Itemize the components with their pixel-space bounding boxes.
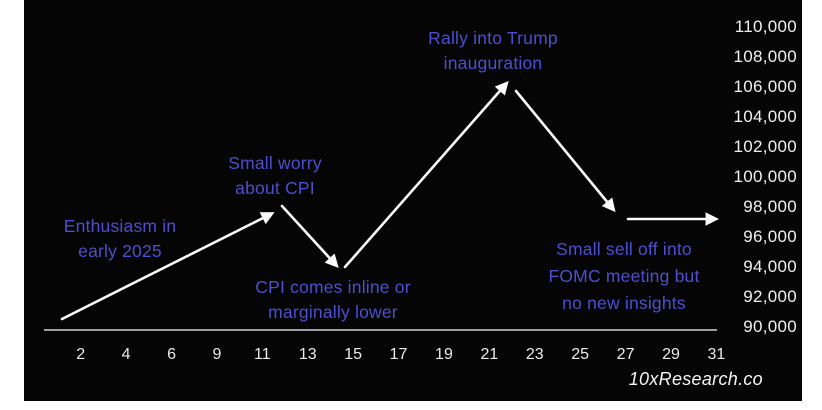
x-tick-label: 4 bbox=[121, 346, 131, 363]
annotation-line: FOMC meeting but bbox=[548, 266, 700, 286]
x-tick-label: 21 bbox=[480, 346, 499, 363]
annotation-small-worry-cpi: Small worry about CPI bbox=[228, 151, 322, 201]
annotation-cpi-inline: CPI comes inline or marginally lower bbox=[255, 275, 411, 325]
annotation-line: Small worry bbox=[228, 153, 322, 173]
chart-canvas bbox=[24, 0, 802, 401]
x-tick-label: 15 bbox=[344, 346, 363, 363]
y-axis: 110,000 108,000 106,000 104,000 102,000 … bbox=[733, 12, 797, 342]
y-tick-label: 100,000 bbox=[733, 167, 797, 186]
annotation-enthusiasm: Enthusiasm in early 2025 bbox=[64, 214, 177, 264]
x-tick-label: 17 bbox=[389, 346, 408, 363]
x-tick-label: 25 bbox=[571, 346, 590, 363]
annotation-line: no new insights bbox=[562, 293, 686, 313]
y-tick-label: 104,000 bbox=[733, 107, 797, 126]
x-axis: 2 4 6 9 11 13 15 17 19 21 23 25 27 29 31 bbox=[58, 346, 739, 364]
annotation-line: about CPI bbox=[235, 178, 315, 198]
x-tick-label: 13 bbox=[298, 346, 317, 363]
y-tick-label: 90,000 bbox=[743, 317, 797, 336]
y-tick-label: 92,000 bbox=[743, 287, 797, 306]
annotation-line: early 2025 bbox=[78, 241, 162, 261]
x-tick-label: 31 bbox=[707, 346, 726, 363]
annotation-line: marginally lower bbox=[268, 302, 398, 322]
y-tick-label: 98,000 bbox=[743, 197, 797, 216]
annotation-line: Rally into Trump bbox=[428, 28, 558, 48]
x-tick-label: 23 bbox=[525, 346, 544, 363]
x-tick-label: 27 bbox=[616, 346, 635, 363]
x-tick-label: 11 bbox=[254, 346, 271, 363]
annotation-fomc-selloff: Small sell off into FOMC meeting but no … bbox=[548, 236, 699, 317]
annotation-rally-inauguration: Rally into Trump inauguration bbox=[428, 26, 558, 76]
x-tick-label: 6 bbox=[167, 346, 176, 363]
x-tick-label: 2 bbox=[76, 346, 86, 363]
y-tick-label: 110,000 bbox=[734, 17, 797, 36]
x-tick-label: 29 bbox=[662, 346, 680, 363]
annotation-line: inauguration bbox=[443, 53, 543, 73]
annotation-line: Small sell off into bbox=[556, 239, 692, 259]
y-tick-label: 102,000 bbox=[733, 137, 797, 156]
y-tick-label: 96,000 bbox=[743, 227, 797, 246]
x-tick-label: 9 bbox=[212, 346, 222, 363]
y-tick-label: 108,000 bbox=[733, 47, 797, 66]
y-tick-label: 106,000 bbox=[733, 77, 797, 96]
x-tick-label: 19 bbox=[435, 346, 453, 363]
annotation-line: Enthusiasm in bbox=[63, 216, 177, 236]
annotation-line: CPI comes inline or bbox=[255, 277, 411, 297]
y-tick-label: 94,000 bbox=[743, 257, 797, 276]
watermark: 10xResearch.co bbox=[628, 369, 763, 389]
